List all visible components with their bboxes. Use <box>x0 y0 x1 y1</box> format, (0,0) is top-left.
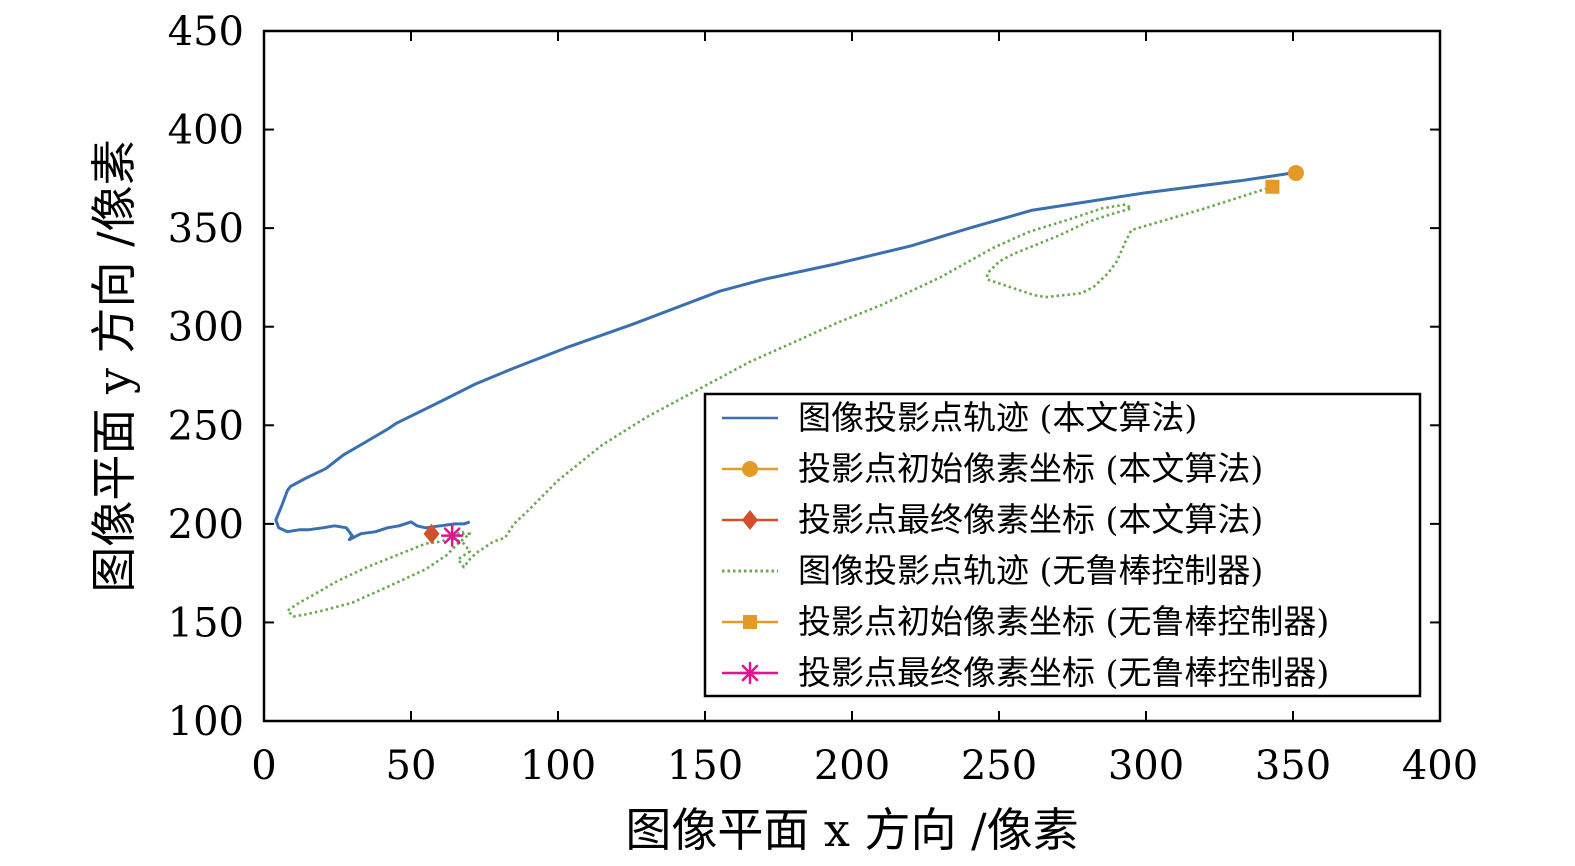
series-5-marker <box>440 524 464 547</box>
legend-item-0: 图像投影点轨迹 (本文算法) <box>722 398 1197 437</box>
x-tick-label: 150 <box>667 743 743 789</box>
x-tick-label: 50 <box>386 743 437 789</box>
series-0-line <box>274 171 1294 542</box>
legend-swatch-marker <box>742 510 758 530</box>
legend-items: 图像投影点轨迹 (本文算法) 投影点初始像素坐标 (本文算法) 投影点最终像素坐标 … <box>722 398 1329 692</box>
x-tick-label: 250 <box>961 743 1037 789</box>
ticks-layer <box>263 30 1441 722</box>
y-tick-label: 150 <box>168 600 244 646</box>
x-tick-label: 400 <box>1402 743 1478 789</box>
x-tick-label: 350 <box>1255 743 1331 789</box>
legend-item-5: 投影点最终像素坐标 (无鲁棒控制器) <box>722 653 1329 692</box>
y-tick-label: 200 <box>168 502 244 548</box>
legend-label: 投影点最终像素坐标 (无鲁棒控制器) <box>798 653 1329 692</box>
legend-label: 图像投影点轨迹 (本文算法) <box>798 398 1197 437</box>
legend-label: 投影点初始像素坐标 (无鲁棒控制器) <box>798 602 1329 641</box>
x-tick-label: 300 <box>1108 743 1184 789</box>
legend-label: 投影点最终像素坐标 (本文算法) <box>798 500 1263 539</box>
y-tick-label: 100 <box>168 699 244 745</box>
series-2-marker <box>423 523 440 544</box>
x-axis-title: 图像平面 x 方向 /像素 <box>625 803 1078 857</box>
series-4-marker <box>1265 179 1280 194</box>
legend-item-4: 投影点初始像素坐标 (无鲁棒控制器) <box>722 602 1329 641</box>
legend-item-3: 图像投影点轨迹 (无鲁棒控制器) <box>722 551 1263 590</box>
x-tick-label: 200 <box>814 743 890 789</box>
y-tick-label: 300 <box>168 305 244 351</box>
x-tick-label: 100 <box>520 743 596 789</box>
legend-swatch-marker <box>738 661 762 685</box>
x-tick-label: 0 <box>251 743 276 789</box>
series-layer <box>274 164 1304 618</box>
legend-box <box>703 392 1422 698</box>
legend-swatch-marker <box>743 615 757 629</box>
series-1-marker <box>1287 164 1304 181</box>
y-tick-label: 400 <box>168 108 244 154</box>
legend-item-1: 投影点初始像素坐标 (本文算法) <box>722 449 1263 488</box>
legend: 图像投影点轨迹 (本文算法) 投影点初始像素坐标 (本文算法) 投影点最终像素坐标 … <box>703 392 1422 698</box>
y-tick-label: 450 <box>168 9 244 55</box>
y-tick-label: 250 <box>168 403 244 449</box>
legend-swatch-marker <box>742 461 758 477</box>
legend-item-2: 投影点最终像素坐标 (本文算法) <box>722 500 1263 539</box>
y-axis-title: 图像平面 y 方向 /像素 <box>87 139 141 592</box>
tick-labels-layer: 0 50 100 150 200 250 300 350 400 100 150 200 250 300 3… <box>168 9 1479 789</box>
legend-label: 图像投影点轨迹 (无鲁棒控制器) <box>798 551 1263 590</box>
legend-label: 投影点初始像素坐标 (本文算法) <box>798 449 1263 488</box>
y-tick-label: 350 <box>168 206 244 252</box>
